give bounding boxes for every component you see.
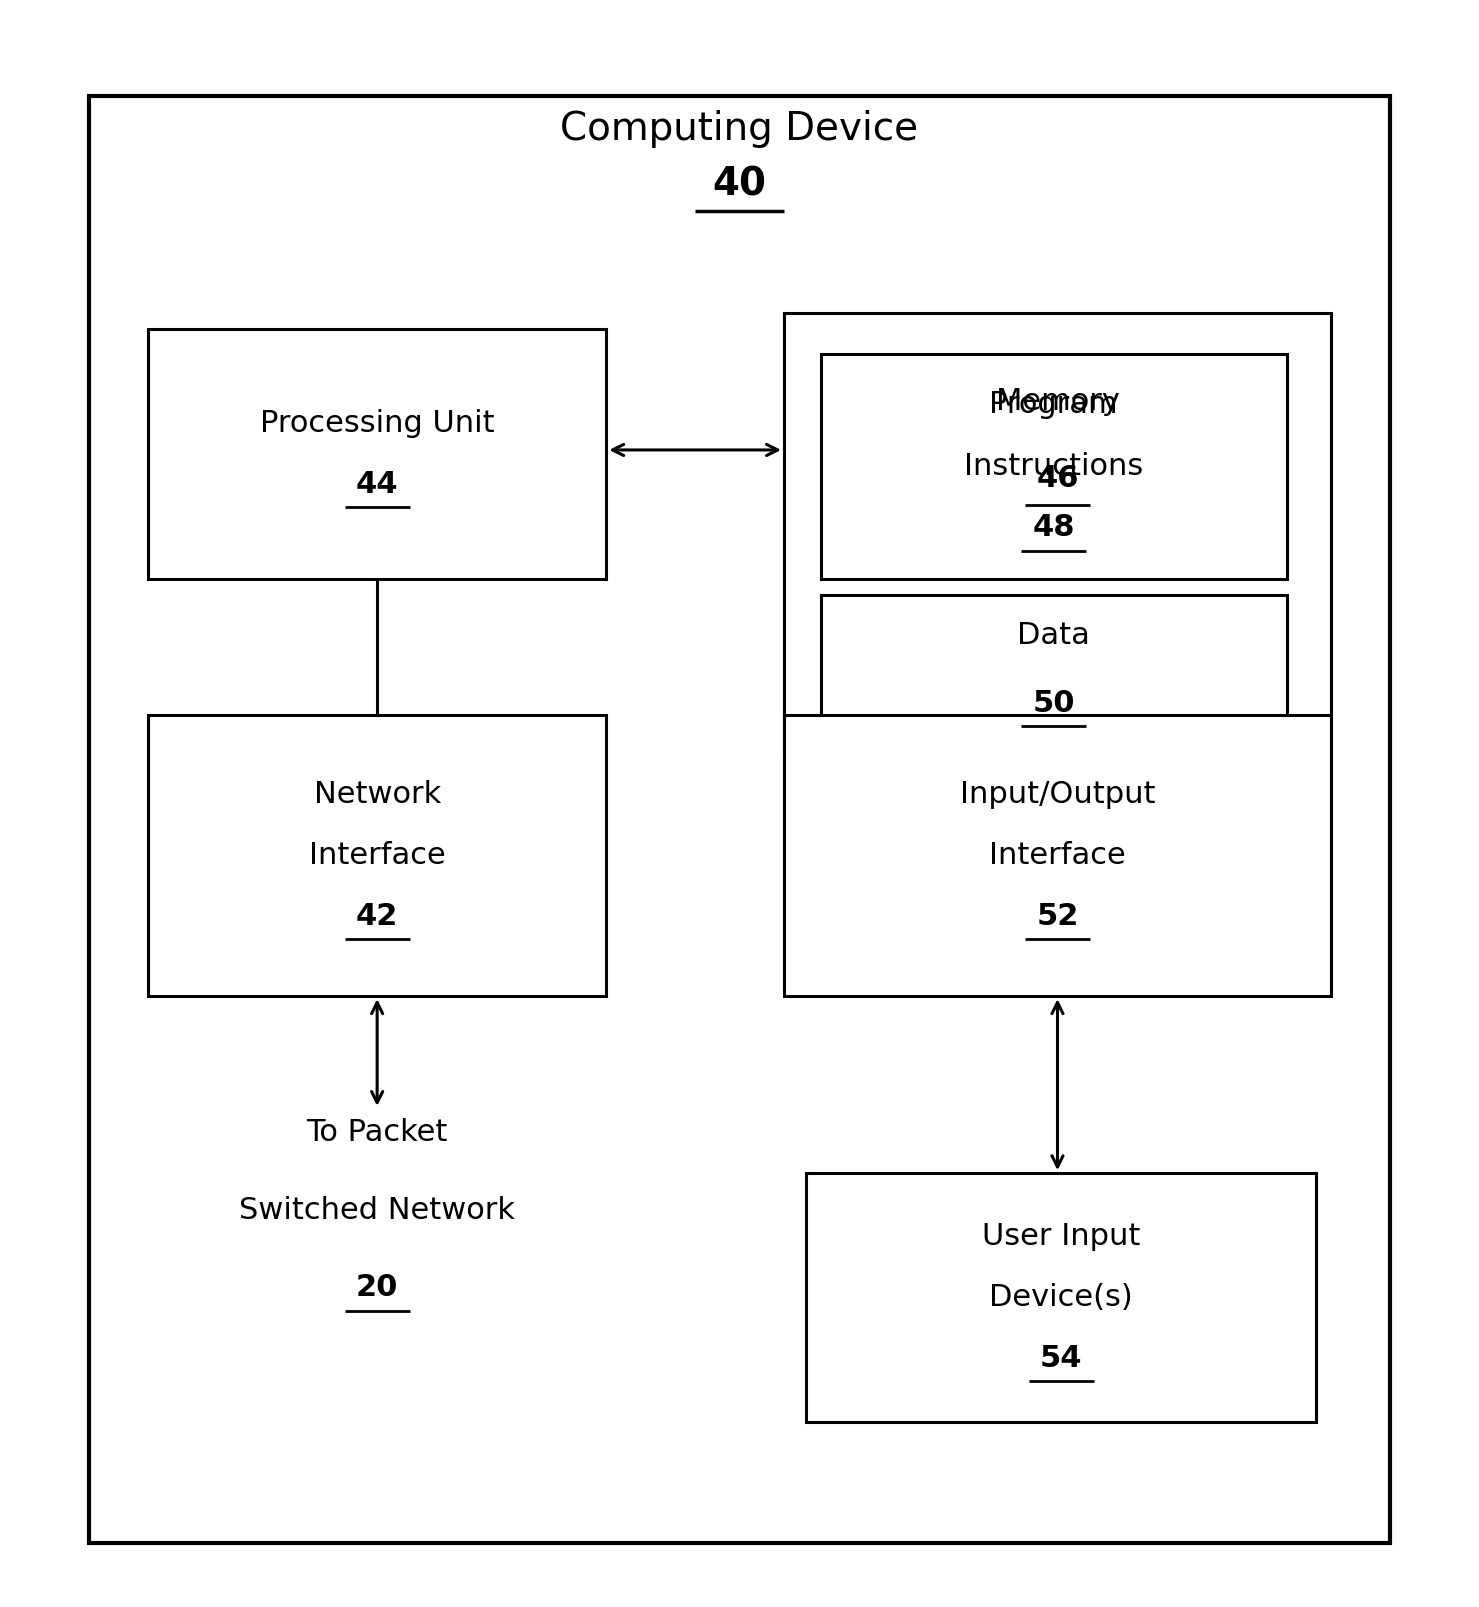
Text: Input/Output: Input/Output [960, 779, 1155, 810]
Text: 44: 44 [356, 469, 398, 500]
Text: 52: 52 [1037, 902, 1078, 932]
Text: 42: 42 [356, 902, 398, 932]
Text: Processing Unit: Processing Unit [260, 408, 494, 439]
Text: 48: 48 [1032, 513, 1075, 542]
Bar [821, 595, 1287, 747]
Text: Interface: Interface [989, 840, 1126, 871]
Text: Interface: Interface [309, 840, 445, 871]
Text: 46: 46 [1037, 464, 1078, 493]
Text: 50: 50 [1032, 688, 1075, 718]
Bar [806, 1173, 1316, 1422]
Bar [821, 354, 1287, 579]
Text: Data: Data [1018, 620, 1090, 651]
Text: To Packet: To Packet [306, 1118, 448, 1147]
Bar [784, 715, 1331, 996]
Text: Program: Program [989, 391, 1118, 419]
Text: User Input: User Input [982, 1221, 1140, 1252]
Text: 54: 54 [1040, 1343, 1083, 1374]
Text: Memory: Memory [995, 387, 1120, 416]
Bar [89, 96, 1390, 1543]
Text: Computing Device: Computing Device [561, 109, 918, 148]
Text: Switched Network: Switched Network [240, 1196, 515, 1225]
Bar [148, 329, 606, 579]
Bar [148, 715, 606, 996]
Text: Network: Network [314, 779, 441, 810]
Text: 20: 20 [356, 1273, 398, 1302]
Text: 40: 40 [713, 166, 766, 204]
Bar [784, 313, 1331, 755]
Text: Device(s): Device(s) [989, 1282, 1133, 1313]
Text: Instructions: Instructions [964, 452, 1143, 480]
